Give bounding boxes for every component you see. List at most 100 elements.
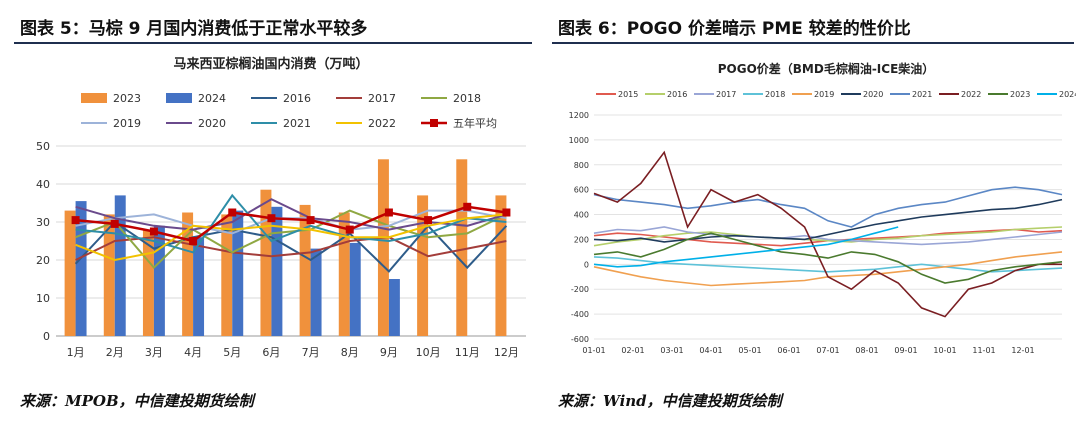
x-tick-label: 4月 bbox=[184, 346, 202, 359]
left-chart-title: 马来西亚棕榈油国内消费（万吨） bbox=[173, 56, 368, 72]
bar-2023 bbox=[338, 212, 350, 336]
line-2017 bbox=[593, 226, 1063, 246]
legend-label-2016: 2016 bbox=[667, 90, 687, 99]
y-tick-label: -600 bbox=[571, 335, 589, 344]
y-tick-label: 800 bbox=[574, 161, 589, 170]
legend-marker-five-year-average bbox=[430, 119, 438, 127]
line-2018 bbox=[75, 209, 507, 270]
x-tick-label: 1月 bbox=[67, 346, 85, 359]
x-tick-label: 10-01 bbox=[933, 346, 956, 355]
legend-label-2018: 2018 bbox=[765, 90, 785, 99]
point-five-year-average bbox=[463, 202, 472, 211]
point-five-year-average bbox=[502, 208, 511, 217]
legend-swatch-2023 bbox=[81, 93, 107, 103]
legend-label-2020: 2020 bbox=[198, 117, 226, 130]
point-five-year-average bbox=[228, 208, 237, 217]
legend-label-2018: 2018 bbox=[453, 92, 481, 105]
right-source: 来源：Wind，中信建投期货绘制 bbox=[558, 392, 782, 410]
y-tick-label: 40 bbox=[36, 178, 50, 191]
line-2016 bbox=[593, 226, 1063, 247]
legend-label-2016: 2016 bbox=[283, 92, 311, 105]
y-tick-label: 10 bbox=[36, 292, 50, 305]
line-2021 bbox=[75, 193, 507, 254]
line-2017 bbox=[75, 236, 507, 261]
x-tick-label: 08-01 bbox=[855, 346, 878, 355]
legend-label-2024: 2024 bbox=[1059, 90, 1076, 99]
x-tick-label: 05-01 bbox=[738, 346, 761, 355]
line-2021 bbox=[593, 186, 1063, 228]
point-five-year-average bbox=[110, 219, 119, 228]
bar-2023 bbox=[260, 189, 272, 336]
y-tick-label: 50 bbox=[36, 140, 50, 153]
x-tick-label: 02-01 bbox=[621, 346, 644, 355]
line-five-year-average bbox=[75, 205, 507, 243]
legend-label-2015: 2015 bbox=[618, 90, 638, 99]
bar-2023 bbox=[417, 195, 429, 336]
bar-2023 bbox=[142, 229, 154, 336]
point-five-year-average bbox=[384, 208, 393, 217]
line-2018 bbox=[593, 256, 1063, 273]
x-tick-label: 11-01 bbox=[972, 346, 995, 355]
left-panel-title: 图表 5：马棕 9 月国内消费低于正常水平较多 bbox=[20, 19, 368, 39]
right-chart-title: POGO价差（BMD毛棕榈油-ICE柴油） bbox=[718, 61, 935, 76]
y-tick-label: 1200 bbox=[569, 111, 589, 120]
bar-2024 bbox=[310, 248, 322, 336]
legend-label-2017: 2017 bbox=[716, 90, 736, 99]
y-tick-label: 0 bbox=[584, 260, 589, 269]
line-2019 bbox=[593, 251, 1063, 287]
x-tick-label: 03-01 bbox=[660, 346, 683, 355]
y-tick-label: 200 bbox=[574, 235, 589, 244]
x-tick-label: 12月 bbox=[494, 346, 519, 359]
x-tick-label: 04-01 bbox=[699, 346, 722, 355]
point-five-year-average bbox=[189, 237, 198, 245]
x-tick-label: 10月 bbox=[416, 346, 441, 359]
y-tick-label: 400 bbox=[574, 211, 589, 220]
legend-label-2022: 2022 bbox=[961, 90, 981, 99]
bar-2023 bbox=[103, 214, 115, 336]
x-tick-label: 8月 bbox=[341, 346, 359, 359]
bar-2023 bbox=[221, 214, 233, 336]
x-tick-label: 3月 bbox=[145, 346, 163, 359]
y-tick-label: 600 bbox=[574, 186, 589, 195]
left-source: 来源：MPOB，中信建投期货绘制 bbox=[20, 392, 254, 410]
legend-label-2019: 2019 bbox=[113, 117, 141, 130]
x-tick-label: 7月 bbox=[302, 346, 320, 359]
point-five-year-average bbox=[71, 216, 80, 225]
bar-2024 bbox=[349, 242, 361, 336]
y-tick-label: 30 bbox=[36, 216, 50, 229]
x-tick-label: 2月 bbox=[106, 346, 124, 359]
x-tick-label: 5月 bbox=[223, 346, 241, 359]
legend-label-2024: 2024 bbox=[198, 92, 226, 105]
line-2024 bbox=[593, 226, 899, 268]
bar-2024 bbox=[75, 201, 87, 336]
x-tick-label: 11月 bbox=[455, 346, 480, 359]
bar-2024 bbox=[153, 225, 165, 336]
legend-swatch-2024 bbox=[166, 93, 192, 103]
line-2020 bbox=[75, 198, 507, 231]
bar-2023 bbox=[456, 159, 468, 336]
y-tick-label: -400 bbox=[571, 310, 589, 319]
legend-label-five-year-average: 五年平均 bbox=[453, 116, 497, 130]
bar-2024 bbox=[232, 210, 244, 336]
y-tick-label: 20 bbox=[36, 254, 50, 267]
legend-label-2019: 2019 bbox=[814, 90, 834, 99]
x-tick-label: 09-01 bbox=[894, 346, 917, 355]
point-five-year-average bbox=[267, 214, 276, 223]
x-tick-label: 12-01 bbox=[1011, 346, 1034, 355]
legend-label-2022: 2022 bbox=[368, 117, 396, 130]
x-tick-label: 9月 bbox=[380, 346, 398, 359]
line-2016 bbox=[74, 220, 508, 273]
right-title-rule bbox=[552, 42, 1074, 44]
bar-2024 bbox=[193, 237, 205, 336]
bar-2023 bbox=[377, 159, 389, 336]
line-2023 bbox=[593, 232, 1063, 284]
x-tick-label: 01-01 bbox=[582, 346, 605, 355]
right-panel-title: 图表 6：POGO 价差暗示 PME 较差的性价比 bbox=[558, 19, 911, 39]
y-tick-label: 0 bbox=[43, 330, 50, 343]
bar-2024 bbox=[388, 279, 400, 336]
legend-label-2023: 2023 bbox=[113, 92, 141, 105]
legend-label-2023: 2023 bbox=[1010, 90, 1030, 99]
bar-2024 bbox=[271, 206, 283, 336]
point-five-year-average bbox=[306, 216, 315, 225]
x-tick-label: 06-01 bbox=[777, 346, 800, 355]
